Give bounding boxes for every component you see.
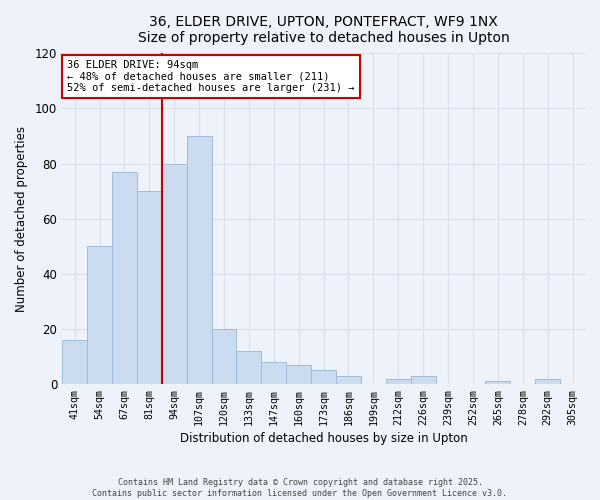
Bar: [236, 351, 262, 384]
Bar: [62, 340, 87, 384]
Bar: [137, 191, 162, 384]
Bar: [112, 172, 137, 384]
Y-axis label: Number of detached properties: Number of detached properties: [15, 126, 28, 312]
Bar: [336, 376, 361, 384]
X-axis label: Distribution of detached houses by size in Upton: Distribution of detached houses by size …: [180, 432, 467, 445]
Bar: [187, 136, 212, 384]
Bar: [485, 382, 511, 384]
Bar: [262, 362, 286, 384]
Bar: [311, 370, 336, 384]
Text: Contains HM Land Registry data © Crown copyright and database right 2025.
Contai: Contains HM Land Registry data © Crown c…: [92, 478, 508, 498]
Bar: [411, 376, 436, 384]
Bar: [386, 378, 411, 384]
Bar: [535, 378, 560, 384]
Bar: [212, 329, 236, 384]
Bar: [162, 164, 187, 384]
Bar: [286, 365, 311, 384]
Title: 36, ELDER DRIVE, UPTON, PONTEFRACT, WF9 1NX
Size of property relative to detache: 36, ELDER DRIVE, UPTON, PONTEFRACT, WF9 …: [138, 15, 509, 45]
Bar: [87, 246, 112, 384]
Text: 36 ELDER DRIVE: 94sqm
← 48% of detached houses are smaller (211)
52% of semi-det: 36 ELDER DRIVE: 94sqm ← 48% of detached …: [67, 60, 355, 93]
